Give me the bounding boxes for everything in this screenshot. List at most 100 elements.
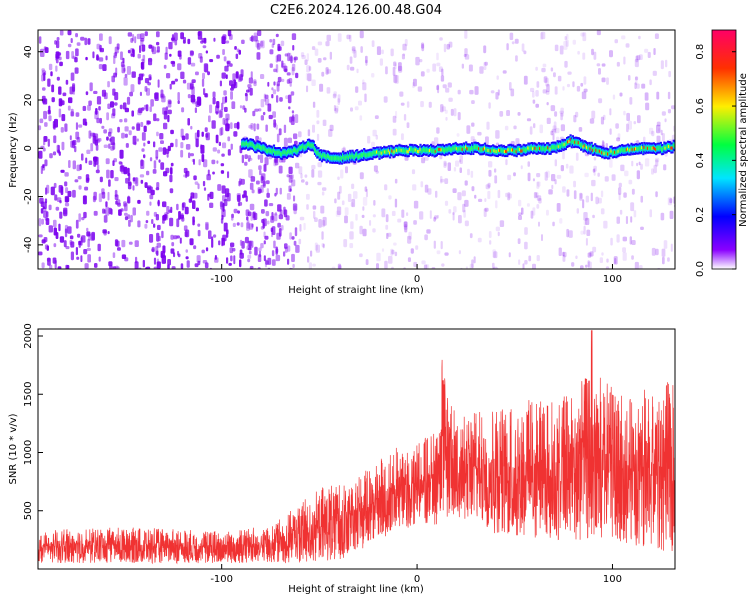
noise-speck [400, 102, 405, 106]
noise-speck [173, 32, 178, 41]
noise-speck [277, 46, 282, 51]
noise-speck [220, 163, 225, 167]
trace-cell [533, 145, 536, 150]
noise-speck [536, 173, 541, 178]
noise-speck [287, 52, 290, 62]
noise-speck [277, 76, 282, 83]
noise-speck [145, 220, 149, 224]
noise-speck [390, 48, 394, 57]
noise-speck [580, 32, 585, 37]
noise-speck [203, 159, 208, 168]
noise-speck [246, 222, 250, 231]
noise-speck [620, 164, 625, 172]
noise-speck [353, 50, 357, 58]
noise-speck [83, 249, 88, 255]
noise-speck [128, 219, 131, 227]
trace-cell [369, 152, 372, 157]
noise-speck [556, 174, 562, 179]
noise-speck [626, 123, 629, 133]
trace-cell [427, 149, 430, 154]
noise-speck [121, 239, 126, 248]
noise-speck [372, 214, 376, 218]
trace-cell [367, 152, 370, 157]
trace-cell [370, 152, 373, 157]
noise-speck [453, 108, 457, 117]
noise-speck [495, 200, 498, 209]
noise-speck [137, 76, 141, 85]
noise-speck [151, 219, 154, 224]
noise-speck [404, 225, 408, 233]
noise-speck [232, 73, 236, 81]
noise-speck [174, 39, 178, 46]
noise-speck [598, 98, 603, 104]
noise-speck [527, 172, 531, 182]
noise-speck [75, 48, 79, 57]
noise-speck [544, 171, 548, 181]
noise-speck [404, 39, 408, 47]
noise-speck [178, 211, 181, 220]
noise-speck [159, 133, 164, 140]
noise-speck [82, 118, 87, 126]
noise-speck [373, 200, 376, 206]
noise-speck [70, 241, 75, 248]
trace-cell [320, 154, 324, 159]
noise-speck [606, 258, 609, 263]
noise-speck [120, 51, 123, 61]
noise-speck [170, 167, 173, 175]
trace-cell [295, 148, 298, 153]
trace-cell [560, 144, 563, 149]
noise-speck [392, 115, 397, 123]
noise-speck [170, 234, 174, 240]
noise-speck [507, 193, 512, 199]
noise-speck [109, 265, 113, 269]
noise-speck [484, 61, 488, 66]
noise-speck [589, 251, 594, 257]
noise-speck [153, 160, 157, 169]
noise-speck [48, 204, 52, 211]
noise-speck [230, 242, 235, 248]
noise-speck [279, 187, 282, 195]
noise-speck [218, 141, 221, 146]
noise-speck [656, 135, 661, 143]
trace-cell [378, 152, 381, 157]
noise-speck [630, 202, 635, 212]
noise-speck [139, 45, 142, 53]
trace-cell [462, 145, 465, 150]
noise-speck [150, 99, 154, 107]
noise-speck [394, 178, 398, 184]
noise-speck [69, 135, 72, 141]
noise-speck [573, 190, 577, 200]
noise-speck [140, 160, 145, 169]
trace-cell [469, 147, 472, 152]
trace-cell [471, 145, 474, 150]
noise-speck [106, 112, 109, 121]
noise-speck [668, 70, 671, 78]
noise-speck [70, 140, 73, 148]
y-tick-label: 40 [23, 45, 34, 58]
colorbar [711, 29, 737, 270]
noise-speck [124, 133, 128, 138]
noise-speck [160, 140, 164, 144]
noise-speck [613, 256, 618, 265]
trace-cell [616, 149, 619, 154]
noise-speck [591, 110, 596, 119]
noise-speck [470, 136, 475, 142]
noise-speck [140, 179, 144, 184]
noise-speck [615, 123, 619, 129]
noise-speck [581, 91, 587, 100]
x-tick-label: 0 [414, 274, 420, 285]
noise-speck [467, 168, 470, 176]
noise-speck [75, 33, 78, 38]
noise-speck [536, 255, 540, 262]
noise-speck [181, 135, 186, 141]
noise-speck [55, 206, 60, 211]
noise-speck [148, 44, 153, 49]
noise-speck [144, 78, 150, 84]
trace-cell [263, 146, 266, 151]
noise-speck [38, 36, 42, 44]
noise-speck [275, 64, 279, 73]
noise-speck [251, 223, 254, 228]
trace-cell [624, 148, 627, 153]
noise-speck [161, 230, 164, 239]
noise-speck [436, 127, 440, 134]
